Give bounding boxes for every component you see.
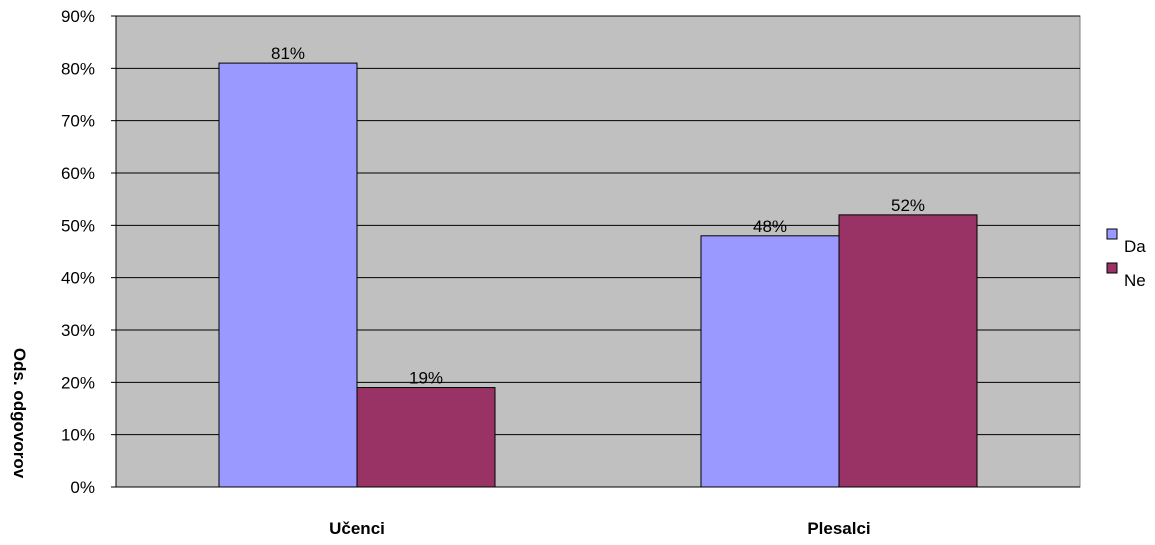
y-tick-label: 60% (61, 164, 95, 183)
legend-swatch-ne (1106, 262, 1118, 274)
y-tick-label: 30% (61, 321, 95, 340)
legend-swatch-da (1106, 228, 1118, 240)
y-tick-label: 80% (61, 59, 95, 78)
legend-label-da: Da (1124, 237, 1146, 256)
y-tick-label: 90% (61, 7, 95, 26)
y-tick-label: 40% (61, 269, 95, 288)
y-tick-label: 10% (61, 426, 95, 445)
data-label: 52% (891, 196, 925, 215)
data-label: 81% (271, 44, 305, 63)
category-label: Plesalci (807, 519, 870, 538)
y-axis-label: Ods. odgovorov (10, 348, 29, 479)
category-label: Učenci (329, 519, 385, 538)
bar-ne-1 (356, 387, 496, 488)
data-label: 19% (409, 369, 443, 388)
bar-ne-2 (838, 214, 978, 488)
data-labels: 81% 19% 48% 52% (271, 44, 925, 387)
bars (218, 62, 978, 488)
y-tick-label: 0% (70, 478, 95, 497)
bar-da-1 (218, 62, 358, 488)
y-tick-label: 20% (61, 373, 95, 392)
y-tick-label: 70% (61, 112, 95, 131)
legend: Da Ne (1106, 228, 1146, 290)
legend-label-ne: Ne (1124, 271, 1146, 290)
y-tick-label: 50% (61, 216, 95, 235)
y-axis-ticks: 0% 10% 20% 30% 40% 50% 60% 70% 80% 90% (61, 7, 117, 497)
data-label: 48% (753, 217, 787, 236)
bar-da-2 (700, 235, 840, 488)
category-labels: Učenci Plesalci (329, 519, 871, 538)
